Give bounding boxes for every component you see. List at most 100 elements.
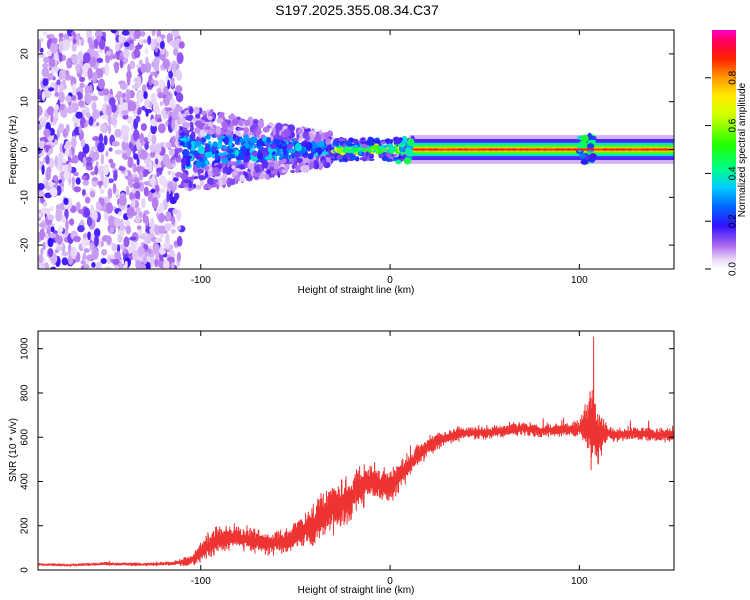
spectrogram-cell: [49, 187, 58, 197]
spectrogram-cell: [131, 173, 138, 178]
spectrogram-cell: [49, 205, 54, 212]
spectrogram-cell: [310, 161, 314, 170]
spectrogram-cell: [127, 156, 134, 169]
spectrogram-cell: [47, 73, 54, 80]
spectrogram-cell: [120, 124, 129, 136]
spectrogram-cell: [45, 180, 50, 190]
spectrogram-cell: [157, 91, 164, 99]
spectrogram-cell: [56, 208, 63, 219]
spectrogram-cell: [94, 234, 99, 247]
spectrogram-cell: [150, 92, 157, 105]
spectrogram-cell: [142, 39, 148, 44]
spectrogram-cell: [122, 248, 127, 254]
spectrogram-cell: [158, 175, 167, 186]
spectrogram-cell: [168, 70, 173, 79]
spectrogram-cell: [82, 263, 90, 269]
spectrogram-cell: [66, 59, 72, 69]
spectrogram-cell: [342, 147, 346, 153]
spectrogram-cell: [122, 92, 126, 99]
spectrogram-cell: [266, 169, 272, 175]
spectrogram-cell: [461, 148, 470, 151]
spectrogram-cell: [77, 225, 85, 233]
spectrogram-cell: [91, 247, 99, 260]
spectrogram-cell: [295, 157, 303, 163]
spectrogram-cell: [394, 148, 399, 153]
spectrogram-cell: [157, 118, 162, 123]
spectrogram-cell: [136, 157, 140, 166]
spectrogram-cell: [143, 186, 149, 197]
spectrogram-cell: [59, 143, 64, 154]
spectrogram-cell: [144, 48, 149, 55]
spectrogram-cell: [150, 38, 156, 51]
spectrogram-cell: [78, 125, 82, 135]
spectrogram-cell: [45, 146, 49, 153]
spectrogram-cell: [95, 201, 102, 211]
spectrogram-cell: [314, 133, 322, 142]
spectrogram-cell: [268, 122, 274, 127]
spectrogram-cell: [336, 148, 344, 154]
spectrogram-cell: [60, 108, 68, 118]
spectrogram-y-label: Frequency (Hz): [8, 116, 19, 185]
spectrogram-cell: [344, 157, 349, 163]
spectrogram-cell: [111, 54, 118, 59]
spectrogram-cell: [96, 35, 102, 42]
spectrogram-cell: [100, 123, 107, 134]
spectrogram-cell: [188, 181, 193, 189]
spectrogram-cell: [138, 169, 144, 181]
spectrogram-cell: [88, 116, 94, 126]
spectrogram-cell: [89, 242, 95, 250]
spectrogram-cell: [165, 211, 172, 222]
spectrogram-cell: [228, 153, 236, 159]
spectrogram-cell: [212, 141, 218, 148]
spectrogram-cell: [372, 144, 378, 151]
spectrogram-cell: [159, 101, 164, 107]
spectrogram-cell: [163, 223, 172, 232]
spectrogram-cell: [170, 261, 175, 269]
spectrogram-cell: [125, 88, 131, 101]
spectrogram-cell: [38, 222, 46, 228]
spectrogram-cell: [52, 175, 58, 182]
spectrogram-cell: [378, 149, 382, 155]
spectrogram-cell: [65, 219, 69, 231]
spectrogram-cell: [558, 148, 567, 151]
spectrogram-cell: [63, 164, 69, 173]
spectrogram-cell: [183, 129, 191, 133]
spectrogram-cell: [237, 127, 245, 131]
spectrogram-cell: [98, 133, 104, 144]
spectrogram-cell: [395, 159, 402, 165]
spectrogram-cell: [362, 155, 369, 159]
spectrogram-cell: [171, 30, 179, 38]
spectrogram-cell: [225, 154, 231, 158]
spectrogram-cell: [403, 157, 412, 165]
spectrogram-cell: [38, 212, 42, 218]
spectrogram-cell: [304, 128, 312, 132]
spectrogram-cell: [58, 69, 63, 81]
spectrogram-cell: [50, 114, 54, 123]
spectrogram-cell: [381, 156, 387, 162]
spectrogram-cell: [201, 110, 207, 116]
spectrogram-cell: [291, 164, 295, 170]
spectrogram-cell: [207, 115, 213, 121]
spectrogram-cell: [42, 78, 49, 87]
spectrogram-cell: [214, 159, 221, 164]
spectrogram-cell: [133, 153, 139, 160]
spectrogram-cell: [158, 79, 165, 90]
snr-y-label: SNR (10 * v/v): [8, 418, 19, 482]
spectrogram-cell: [71, 53, 79, 65]
spectrogram-cell: [234, 130, 241, 136]
spectrogram-cell: [58, 52, 63, 63]
colorbar-tick-label: 0.8: [728, 70, 739, 84]
spectrogram-cell: [172, 208, 178, 215]
spectrogram-cell: [122, 113, 129, 120]
spectrogram-cell: [110, 162, 116, 169]
spectrogram-cell: [181, 157, 187, 167]
spectrogram-cell: [130, 101, 137, 112]
spectrogram-cell: [173, 47, 179, 56]
spectrogram-cell: [175, 130, 179, 140]
spectrogram-cell: [492, 148, 501, 151]
spectrogram-cell: [87, 67, 93, 80]
snr-x-ticks: -100 0 100: [191, 331, 588, 587]
spectrogram-cell: [154, 258, 159, 268]
spectrogram-cell: [134, 30, 141, 40]
spectrogram-cell: [169, 98, 176, 111]
